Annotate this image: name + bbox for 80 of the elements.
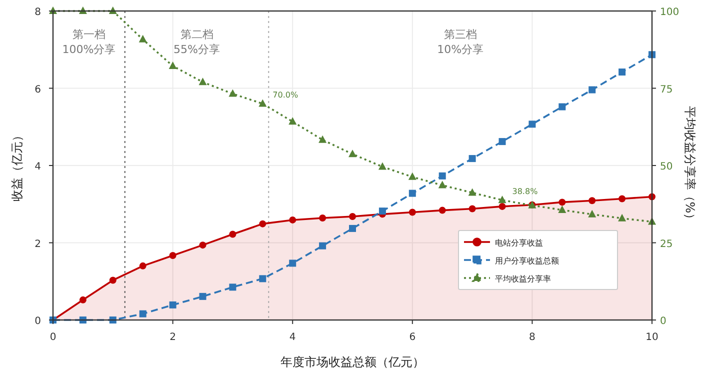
y-tick-label: 0: [34, 316, 41, 327]
point: [528, 120, 536, 128]
point: [408, 190, 416, 197]
point: [618, 195, 626, 202]
point: [139, 310, 146, 318]
point: [289, 260, 296, 267]
point: [438, 206, 446, 214]
legend-平均收益分享率: 平均收益分享率: [463, 272, 551, 284]
point: [588, 197, 596, 204]
point: [348, 150, 356, 158]
point: [438, 180, 446, 188]
point: [438, 172, 446, 180]
point: [468, 155, 476, 162]
x-tick-label: 0: [50, 332, 56, 343]
annotation: 第三档 10%分享: [437, 28, 484, 56]
point: [468, 188, 476, 196]
point: [169, 301, 176, 308]
point: [378, 208, 386, 215]
point: [229, 230, 236, 238]
point: [138, 34, 147, 42]
point: [199, 292, 206, 300]
y-axis-title: 收益（亿元）: [10, 130, 24, 202]
point: [228, 89, 237, 97]
point: [349, 224, 356, 232]
legend-电站分享收益: 电站分享收益: [463, 238, 543, 248]
point: [259, 220, 266, 228]
point: [588, 210, 596, 218]
y2-tick-label: 25: [660, 238, 673, 250]
legend-用户分享收益总额: 用户分享收益总额: [463, 256, 559, 266]
y-tick-label: 8: [34, 7, 41, 18]
point: [319, 214, 326, 222]
legend-label: 用户分享收益总额: [495, 256, 559, 266]
point: [318, 135, 327, 143]
point: [229, 284, 236, 291]
y2-axis-title: 平均收益分享率（%）: [683, 106, 697, 226]
legend-label: 电站分享收益: [495, 238, 543, 248]
x-tick-label: 8: [529, 332, 536, 343]
annotation: 第一档 100%分享: [62, 28, 116, 56]
point: [198, 78, 207, 86]
y2-tick-label: 75: [660, 84, 673, 96]
point: [468, 205, 476, 212]
point: [199, 242, 206, 249]
point: [109, 276, 116, 284]
point: [498, 202, 506, 210]
point: [319, 242, 326, 250]
point: [408, 172, 416, 180]
x-axis-title: 年度市场收益总额（亿元）: [280, 355, 424, 369]
x-tick-label: 6: [409, 332, 416, 343]
point: [349, 212, 356, 220]
y-tick-label: 6: [34, 84, 41, 96]
data-label: 38.8%: [512, 187, 538, 196]
point: [558, 103, 566, 110]
y2-tick-label: 50: [660, 162, 673, 172]
point: [558, 198, 566, 206]
point: [258, 99, 267, 107]
data-label: 70.0%: [272, 90, 298, 100]
point: [498, 196, 506, 204]
point: [618, 214, 626, 222]
x-tick-label: 2: [170, 332, 176, 343]
annotation: 第二档 55%分享: [174, 28, 220, 56]
point: [79, 296, 86, 304]
point: [558, 205, 566, 213]
x-tick-label: 10: [646, 332, 658, 343]
point: [588, 86, 596, 94]
point: [288, 117, 297, 125]
y-tick-label: 4: [34, 162, 41, 172]
point: [618, 68, 626, 76]
point: [378, 162, 386, 170]
legend-label: 平均收益分享率: [495, 274, 551, 284]
point: [408, 208, 416, 216]
point: [139, 262, 146, 270]
x-tick-label: 4: [289, 332, 296, 343]
point: [168, 62, 177, 69]
y2-tick-label: 0: [660, 316, 666, 327]
y2-tick-label: 100: [660, 7, 680, 18]
point: [169, 252, 176, 259]
point: [289, 216, 296, 224]
point: [498, 138, 506, 146]
y-tick-label: 2: [34, 238, 41, 250]
point: [259, 275, 266, 282]
